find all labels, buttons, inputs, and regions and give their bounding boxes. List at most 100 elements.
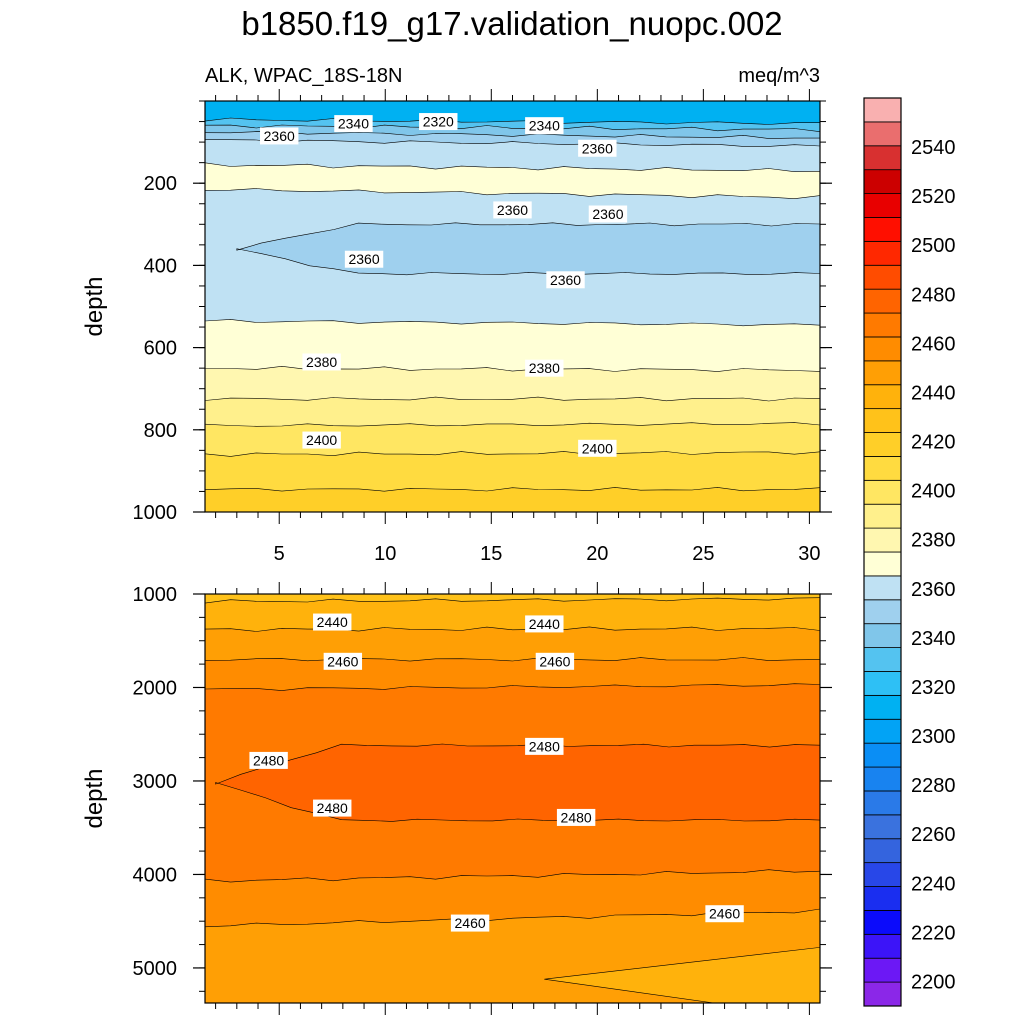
contour-label: 2440	[317, 614, 348, 630]
contour-band	[205, 869, 820, 927]
contour-label: 2460	[455, 915, 486, 931]
contour-band	[205, 131, 820, 147]
y-tick-label: 3000	[133, 771, 178, 793]
colorbar-swatch	[863, 862, 902, 887]
contour-label: 2380	[529, 360, 560, 376]
contour-line	[205, 139, 820, 147]
colorbar-swatch	[863, 408, 902, 433]
contour-label: 2340	[338, 116, 369, 132]
colorbar-swatch	[863, 671, 902, 696]
colorbar-label: 2440	[911, 382, 956, 404]
contour-label: 2400	[306, 432, 337, 448]
contour-line	[205, 162, 820, 173]
colorbar-swatch	[863, 479, 902, 505]
contour-label-bg	[334, 115, 373, 133]
colorbar-label: 2280	[911, 775, 956, 797]
colorbar-label: 2480	[911, 284, 956, 306]
contour-label-bg	[578, 439, 617, 457]
colorbar-swatch	[863, 575, 902, 601]
contour-label-bg	[450, 914, 490, 932]
contour-band	[205, 626, 820, 662]
contour-core	[215, 743, 820, 822]
contour-label-bg	[525, 737, 564, 755]
x-tick-label: 25	[692, 543, 714, 565]
contour-label-bg	[419, 113, 458, 131]
contour-label-bg	[302, 353, 341, 371]
y-axis-label: depth	[81, 276, 108, 336]
colorbar-swatch	[863, 910, 902, 935]
contour-label-bg	[578, 139, 617, 157]
colorbar-swatch	[863, 527, 902, 553]
colorbar-swatch	[863, 169, 902, 194]
colorbar-swatch	[863, 623, 902, 648]
y-tick-label: 5000	[133, 958, 178, 980]
contour-label: 2480	[561, 809, 592, 825]
chart-title: b1850.f19_g17.validation_nuopc.002	[241, 5, 782, 42]
colorbar-label: 2220	[911, 922, 956, 944]
colorbar-label: 2340	[911, 628, 956, 650]
colorbar-swatch	[863, 957, 902, 983]
contour-label-bg	[525, 359, 564, 377]
colorbar-label: 2320	[911, 677, 956, 699]
contour-line	[205, 188, 820, 200]
contour-label-bg	[546, 271, 585, 289]
colorbar-swatch	[863, 718, 902, 744]
colorbar-label: 2240	[911, 873, 956, 895]
colorbar-swatch	[863, 456, 902, 481]
contour-line	[205, 683, 820, 691]
colorbar-label: 2420	[911, 432, 956, 454]
contour-line	[205, 319, 820, 327]
contour-label: 2440	[529, 616, 560, 632]
y-tick-label: 1000	[133, 584, 178, 606]
contour-label: 2320	[423, 114, 454, 130]
colorbar-swatch	[863, 240, 902, 266]
contour-label-bg	[313, 799, 352, 817]
colorbar-label: 2380	[911, 530, 956, 552]
contour-label-bg	[302, 431, 341, 449]
colorbar-swatch	[863, 217, 902, 242]
units-string: meq/m^3	[738, 65, 820, 87]
colorbar-swatch	[863, 288, 902, 314]
contour-line	[205, 657, 820, 662]
colorbar-label: 2400	[911, 481, 956, 503]
contour-label: 2480	[317, 800, 348, 816]
contour-line	[205, 869, 820, 883]
contour-band	[205, 594, 820, 604]
colorbar-label: 2300	[911, 726, 956, 748]
y-tick-label: 800	[144, 420, 177, 442]
contour-label: 2400	[582, 440, 613, 456]
colorbar-swatch	[863, 742, 902, 768]
colorbar-swatch	[863, 886, 902, 911]
y-tick-label: 200	[144, 173, 177, 195]
contour-label: 2360	[582, 140, 613, 156]
contour-line	[205, 487, 820, 492]
colorbar-swatch	[863, 551, 902, 577]
contour-label: 2360	[592, 206, 623, 222]
y-tick-label: 600	[144, 338, 177, 360]
contour-label: 2360	[264, 128, 295, 144]
colorbar-label: 2460	[911, 333, 956, 355]
colorbar-label: 2360	[911, 579, 956, 601]
y-tick-label: 4000	[133, 864, 178, 886]
colorbar-swatch	[863, 838, 902, 864]
contour-band	[205, 139, 820, 172]
contour-label: 2460	[709, 906, 740, 922]
contour-band	[205, 451, 820, 492]
colorbar-swatch	[863, 503, 902, 529]
x-tick-label: 10	[374, 543, 396, 565]
contour-label-bg	[313, 613, 352, 631]
contour-label: 2360	[497, 202, 528, 218]
colorbar-swatch	[863, 981, 902, 1007]
contour-line	[205, 451, 820, 457]
colorbar-swatch	[863, 193, 902, 218]
y-tick-label: 2000	[133, 677, 178, 699]
x-tick-label: 30	[798, 543, 820, 565]
colorbar-label: 2520	[911, 186, 956, 208]
colorbar-swatch	[863, 360, 902, 386]
contour-label-bg	[249, 751, 288, 769]
colorbar-label: 2200	[911, 971, 956, 993]
colorbar-label: 2500	[911, 235, 956, 257]
colorbar-swatch	[863, 766, 902, 792]
contour-band	[205, 397, 820, 427]
